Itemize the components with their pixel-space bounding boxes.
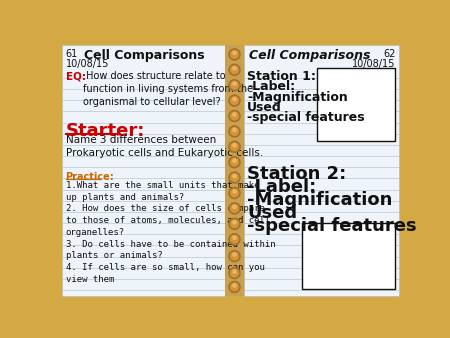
- Circle shape: [229, 203, 240, 214]
- Text: 62: 62: [383, 49, 396, 59]
- FancyBboxPatch shape: [56, 41, 405, 301]
- Circle shape: [232, 189, 237, 194]
- Circle shape: [232, 51, 237, 55]
- FancyBboxPatch shape: [317, 68, 395, 141]
- Circle shape: [232, 269, 237, 274]
- Circle shape: [229, 65, 240, 75]
- Text: -Magnification: -Magnification: [247, 91, 348, 104]
- Circle shape: [232, 127, 237, 132]
- Circle shape: [229, 268, 240, 279]
- FancyBboxPatch shape: [225, 45, 244, 296]
- Circle shape: [232, 252, 237, 257]
- Text: 10/08/15: 10/08/15: [352, 59, 396, 69]
- Circle shape: [229, 126, 240, 137]
- Text: -Label:: -Label:: [247, 80, 295, 93]
- Circle shape: [232, 66, 237, 71]
- Circle shape: [232, 81, 237, 86]
- Text: 61: 61: [66, 49, 78, 59]
- Text: Cell Comparisons: Cell Comparisons: [84, 49, 204, 62]
- Circle shape: [232, 97, 237, 101]
- Circle shape: [229, 282, 240, 292]
- Text: Practice:: Practice:: [66, 172, 114, 182]
- Circle shape: [232, 220, 237, 224]
- FancyBboxPatch shape: [244, 45, 399, 296]
- Text: Used: Used: [247, 101, 282, 114]
- Text: Station 1:: Station 1:: [247, 70, 316, 83]
- Circle shape: [229, 80, 240, 91]
- Circle shape: [229, 234, 240, 245]
- Circle shape: [232, 235, 237, 240]
- Text: EQ:: EQ:: [66, 71, 86, 81]
- Text: 1.What are the small units that make
up plants and animals?
2. How does the size: 1.What are the small units that make up …: [66, 181, 275, 284]
- Circle shape: [229, 188, 240, 198]
- Circle shape: [232, 204, 237, 209]
- Text: Station 2:: Station 2:: [247, 165, 346, 183]
- Text: -special features: -special features: [247, 112, 364, 124]
- FancyBboxPatch shape: [302, 223, 395, 289]
- FancyBboxPatch shape: [63, 45, 225, 296]
- Circle shape: [229, 218, 240, 229]
- Circle shape: [232, 112, 237, 117]
- Text: Used: Used: [247, 204, 297, 222]
- Text: -Magnification: -Magnification: [247, 191, 392, 209]
- Text: 10/08/15: 10/08/15: [66, 59, 109, 69]
- Circle shape: [229, 141, 240, 152]
- Circle shape: [229, 172, 240, 183]
- Circle shape: [232, 143, 237, 148]
- Text: Name 3 differences between
Prokaryotic cells and Eukaryotic cells.: Name 3 differences between Prokaryotic c…: [66, 135, 263, 159]
- Circle shape: [232, 159, 237, 163]
- Text: Cell Comparisons: Cell Comparisons: [249, 49, 370, 62]
- Text: Starter:: Starter:: [66, 122, 145, 140]
- Text: -special features: -special features: [247, 217, 417, 235]
- Circle shape: [232, 174, 237, 178]
- Text: How does structure relate to
function in living systems from the
organismal to c: How does structure relate to function in…: [83, 71, 253, 107]
- Circle shape: [229, 111, 240, 121]
- Circle shape: [229, 251, 240, 262]
- Circle shape: [232, 283, 237, 288]
- Text: -Label:: -Label:: [247, 178, 316, 196]
- Circle shape: [229, 157, 240, 168]
- Circle shape: [229, 49, 240, 60]
- Circle shape: [229, 95, 240, 106]
